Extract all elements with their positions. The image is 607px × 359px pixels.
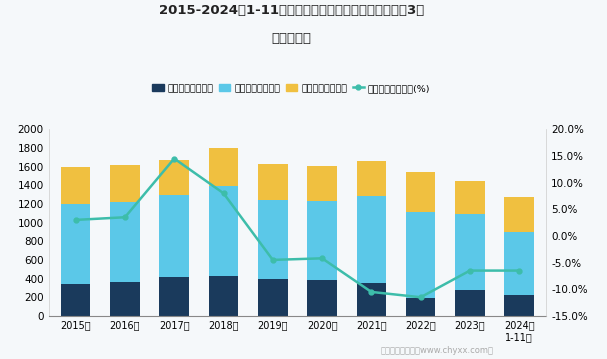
Bar bbox=[356, 196, 386, 283]
Text: 制图：智研咋询（www.chyxx.com）: 制图：智研咋询（www.chyxx.com） bbox=[381, 346, 493, 355]
Bar bbox=[61, 167, 90, 204]
Bar bbox=[209, 148, 239, 186]
Bar bbox=[258, 279, 288, 316]
Bar bbox=[406, 212, 435, 298]
Bar bbox=[455, 290, 485, 316]
Bar bbox=[110, 165, 140, 202]
Bar bbox=[406, 298, 435, 316]
Text: 2015-2024年1-11月石油、煮炭及其他燃料加工业企业3类: 2015-2024年1-11月石油、煮炭及其他燃料加工业企业3类 bbox=[159, 4, 424, 17]
Bar bbox=[209, 186, 239, 276]
Bar bbox=[110, 282, 140, 316]
Legend: 销售费用（亿元）, 管理费用（亿元）, 财务费用（亿元）, 销售费用累计增长(%): 销售费用（亿元）, 管理费用（亿元）, 财务费用（亿元）, 销售费用累计增长(%… bbox=[149, 80, 434, 97]
Text: 费用统计图: 费用统计图 bbox=[271, 32, 311, 45]
Bar bbox=[504, 197, 534, 232]
Bar bbox=[406, 172, 435, 212]
Bar bbox=[160, 159, 189, 195]
Bar bbox=[160, 277, 189, 316]
Bar bbox=[504, 295, 534, 316]
Bar bbox=[110, 202, 140, 282]
Bar bbox=[258, 164, 288, 200]
Bar bbox=[61, 284, 90, 316]
Bar bbox=[258, 200, 288, 279]
Bar bbox=[455, 214, 485, 290]
Bar bbox=[61, 204, 90, 284]
Bar bbox=[455, 181, 485, 214]
Bar bbox=[209, 276, 239, 316]
Bar bbox=[356, 161, 386, 196]
Bar bbox=[307, 166, 337, 201]
Bar bbox=[160, 195, 189, 277]
Bar bbox=[504, 232, 534, 295]
Bar bbox=[356, 283, 386, 316]
Bar bbox=[307, 280, 337, 316]
Bar bbox=[307, 201, 337, 280]
